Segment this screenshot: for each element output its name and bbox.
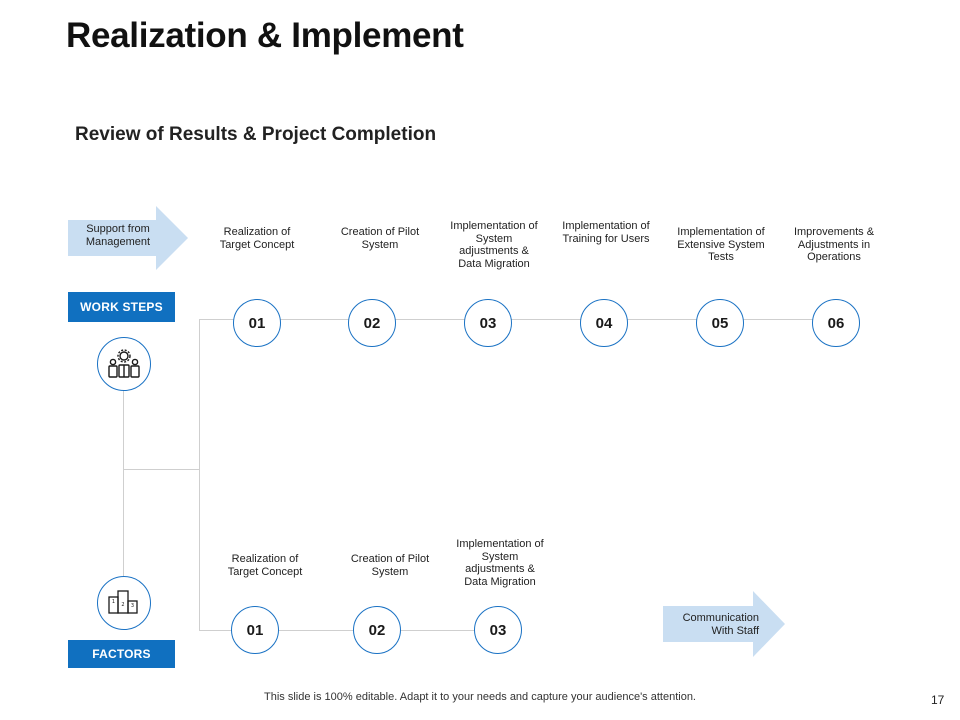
factor-3-circle: 03 — [474, 606, 522, 654]
page-subtitle: Review of Results & Project Completion — [75, 124, 437, 145]
work-step-6-circle: 06 — [812, 299, 860, 347]
factor-1-label: Realization of Target Concept — [227, 553, 303, 578]
support-arrow-label: Support from Management — [85, 223, 151, 248]
work-step-5-label: Implementation of Extensive System Tests — [677, 226, 765, 263]
footer-note: This slide is 100% editable. Adapt it to… — [264, 691, 696, 703]
factors-label: FACTORS — [68, 640, 175, 668]
page-title: Realization & Implement — [66, 16, 464, 55]
work-steps-label: WORK STEPS — [68, 292, 175, 322]
work-step-2-circle: 02 — [348, 299, 396, 347]
communication-arrow: Communication With Staff — [663, 591, 787, 657]
podium-icon: 1 2 3 — [97, 576, 151, 630]
work-step-2-label: Creation of Pilot System — [340, 226, 420, 251]
work-step-5-circle: 05 — [696, 299, 744, 347]
factor-2-circle: 02 — [353, 606, 401, 654]
svg-text:3: 3 — [131, 603, 134, 609]
svg-text:2: 2 — [121, 602, 124, 608]
factor-2-label: Creation of Pilot System — [350, 553, 430, 578]
communication-arrow-label: Communication With Staff — [682, 612, 759, 637]
work-steps-line — [199, 319, 836, 320]
factors-line — [199, 630, 498, 631]
factor-1-circle: 01 — [231, 606, 279, 654]
work-step-1-circle: 01 — [233, 299, 281, 347]
vertical-connector-left — [123, 389, 124, 577]
work-step-3-label: Implementation of System adjustments & D… — [450, 220, 538, 270]
page-number: 17 — [931, 693, 945, 707]
vertical-connector-branch — [199, 319, 200, 630]
team-icon — [97, 337, 151, 391]
work-step-4-label: Implementation of Training for Users — [562, 220, 650, 245]
support-arrow: Support from Management — [68, 206, 190, 270]
work-step-6-label: Improvements & Adjustments in Operations — [793, 226, 875, 263]
horizontal-branch — [123, 469, 199, 470]
factor-3-label: Implementation of System adjustments & D… — [456, 538, 544, 588]
svg-text:1: 1 — [112, 599, 115, 605]
work-step-4-circle: 04 — [580, 299, 628, 347]
work-step-3-circle: 03 — [464, 299, 512, 347]
work-step-1-label: Realization of Target Concept — [219, 226, 295, 251]
